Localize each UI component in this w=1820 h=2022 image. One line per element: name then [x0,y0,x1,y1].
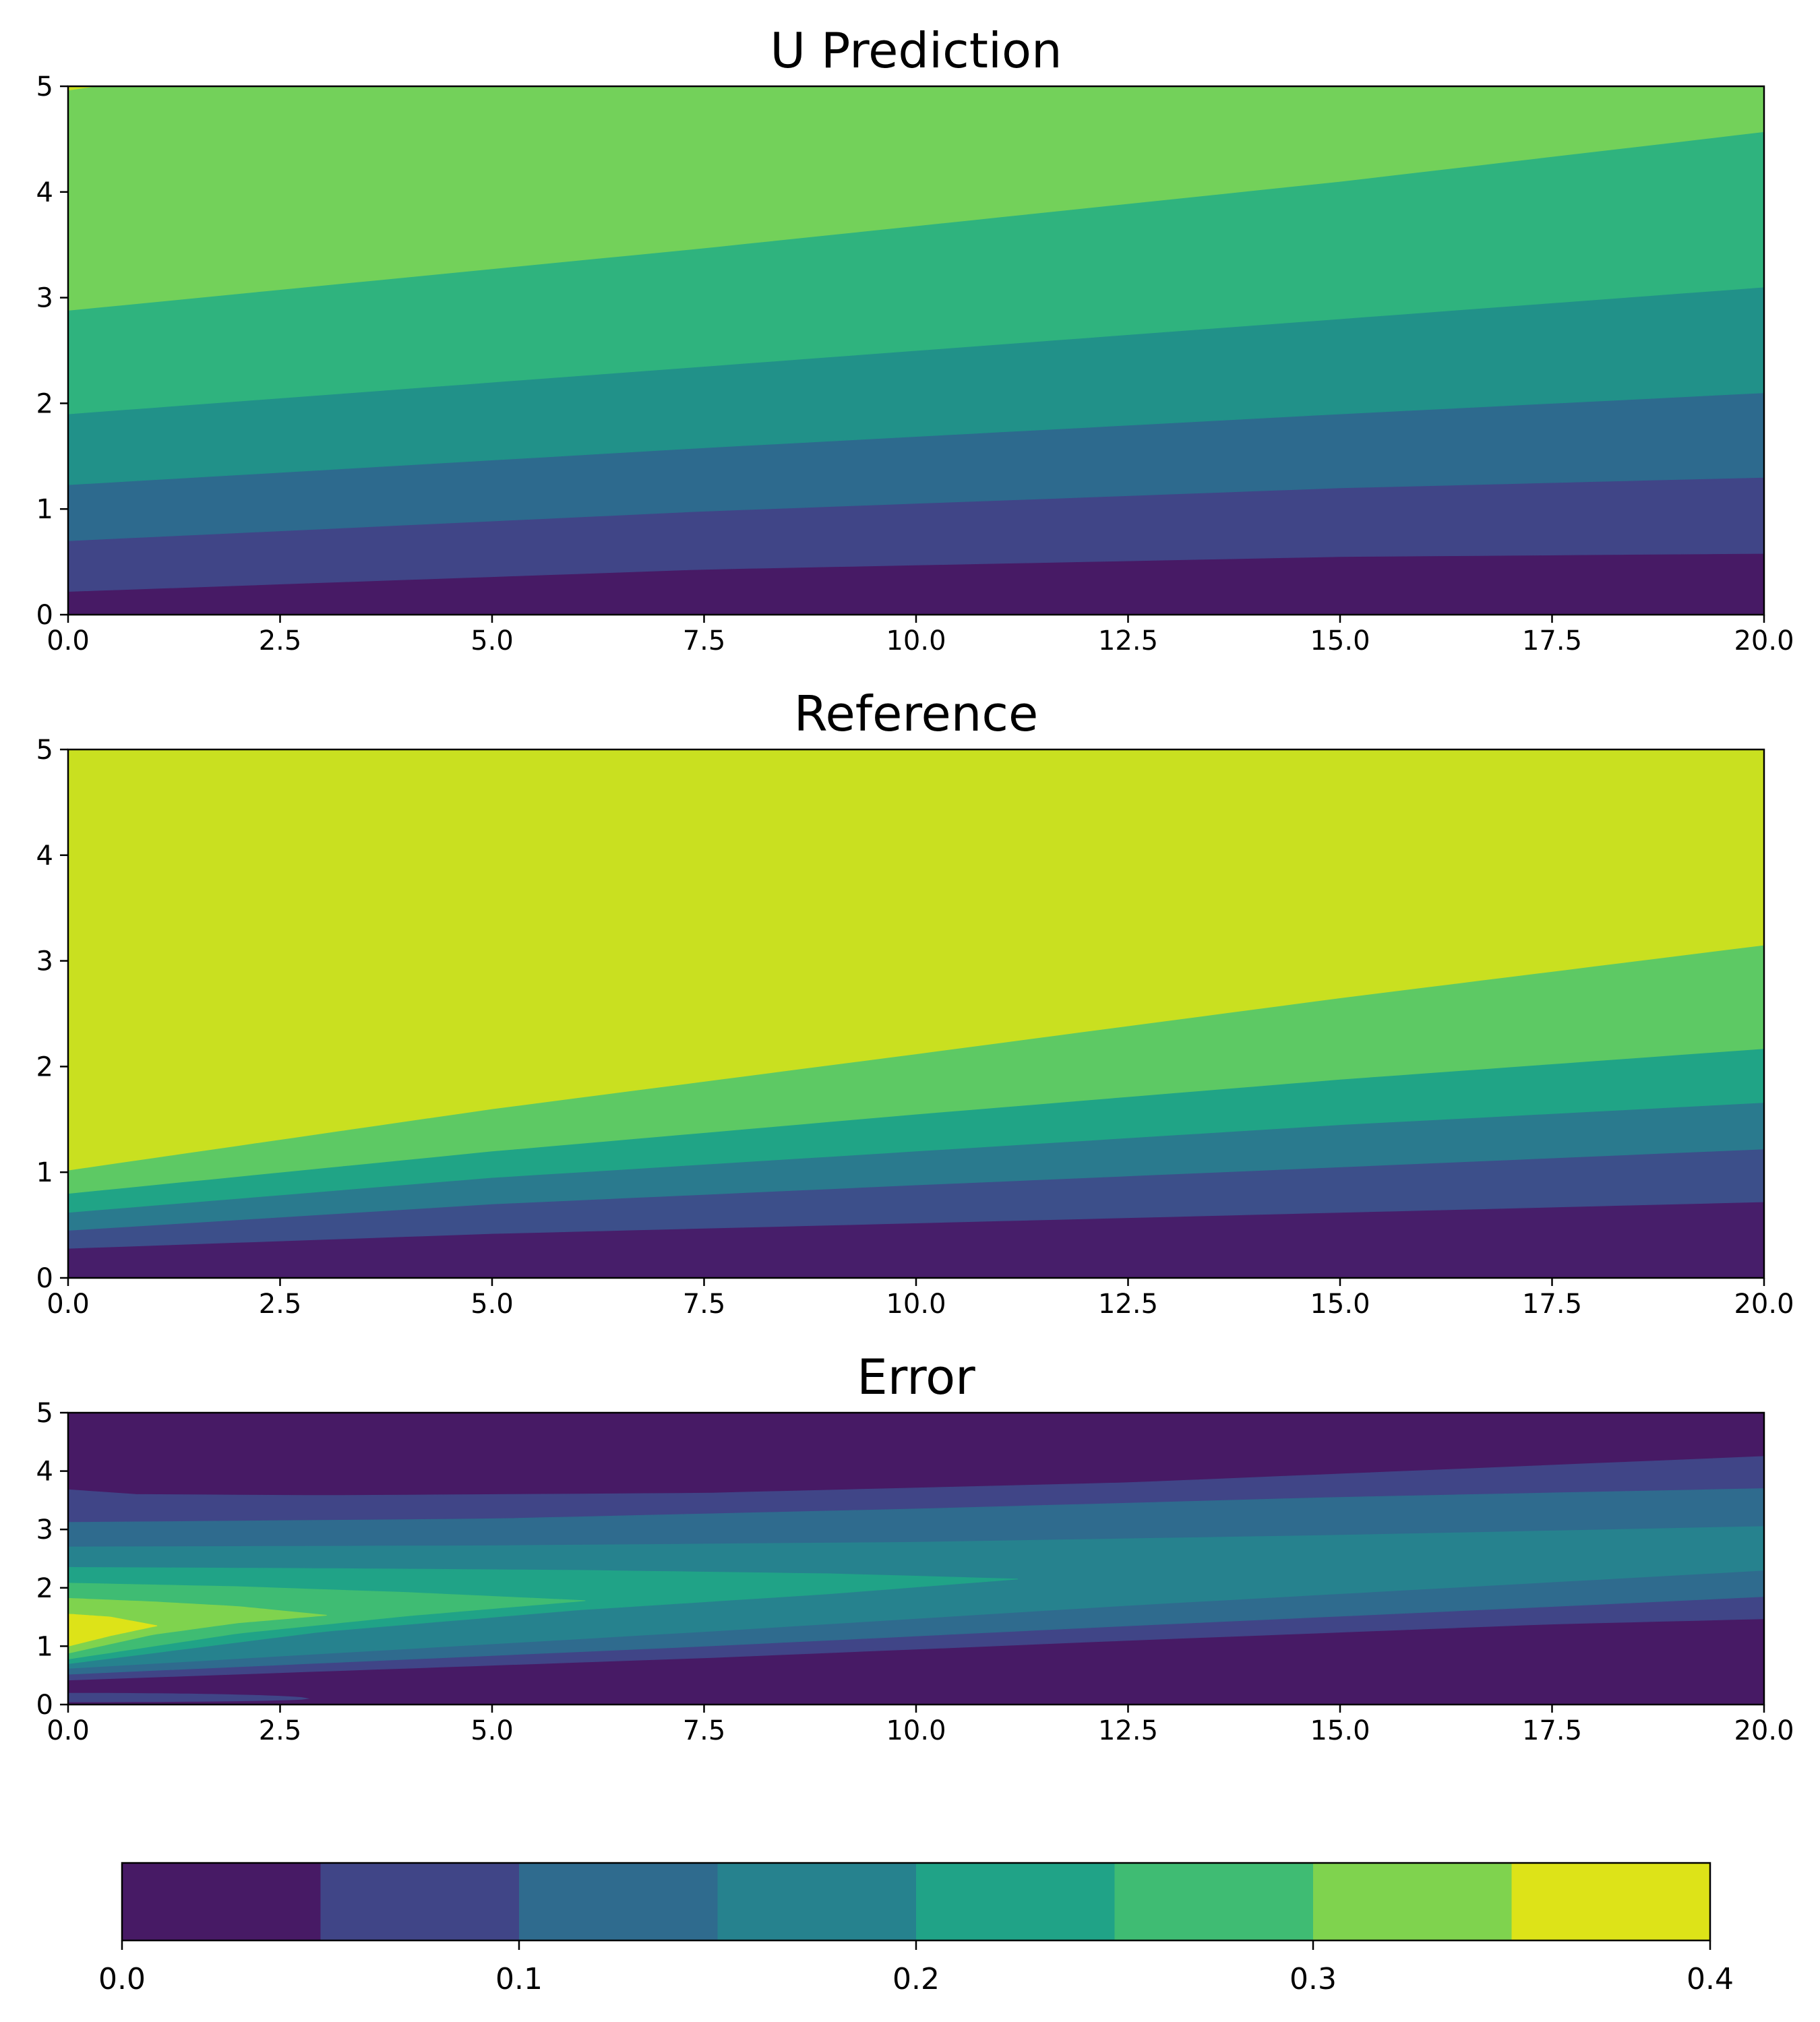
panel-error: Error 0.0 2.5 5.0 7.5 10.0 12.5 15.0 17.5 20.0 0 1 2… [36,1349,1794,1746]
y-tick-label: 0 [36,1690,53,1721]
y-tick-label: 5 [36,71,53,102]
colorbar-segment [717,1863,917,1940]
x-tick-label: 5.0 [471,1289,514,1320]
x-tick-label: 20.0 [1734,625,1794,656]
x-tick-label: 15.0 [1310,1715,1370,1746]
y-tick-label: 5 [36,1398,53,1429]
colorbar-tick-label: 0.0 [98,1962,146,1996]
x-tick-label: 2.5 [259,625,302,656]
x-tick-label: 20.0 [1734,1289,1794,1320]
x-tick-label: 10.0 [886,625,946,656]
y-tick-label: 4 [36,1457,53,1488]
colorbar-segment [916,1863,1115,1940]
x-tick-label: 12.5 [1098,625,1158,656]
y-tick-label: 4 [36,177,53,208]
x-tick-label: 0.0 [47,1289,90,1320]
colorbar-tick-label: 0.4 [1687,1962,1734,1996]
panel-reference: Reference 0.0 2.5 5.0 7.5 10.0 12.5 15.0 17.5 20.… [36,685,1794,1320]
x-tick-label: 7.5 [683,1289,726,1320]
colorbar-segment [1313,1863,1512,1940]
contour-fills [68,749,1764,1278]
y-tick-label: 0 [36,600,53,631]
x-tick-label: 0.0 [47,1715,90,1746]
x-tick-label: 12.5 [1098,1715,1158,1746]
contour-sliver [68,1692,310,1703]
contour-level-5 [68,86,1764,311]
y-tick-label: 3 [36,1514,53,1545]
colorbar-segment [122,1863,321,1940]
contour-level-5 [68,1583,586,1660]
y-tick-label: 0 [36,1263,53,1294]
y-tick-label: 2 [36,1573,53,1604]
x-tick-label: 10.0 [886,1289,946,1320]
x-tick-label: 17.5 [1522,625,1582,656]
x-tick-label: 5.0 [471,1715,514,1746]
y-tick-label: 1 [36,1631,53,1662]
panel-u-prediction: U Prediction 0.0 2.5 5.0 7.5 10.0 12.5 15.0 17.5… [36,22,1794,656]
x-tick-label: 7.5 [683,625,726,656]
x-tick-label: 10.0 [886,1715,946,1746]
contour-level-7 [68,1614,158,1647]
x-tick-label: 7.5 [683,1715,726,1746]
contour-level-6 [68,1597,327,1654]
colorbar-segment [320,1863,520,1940]
x-tick-label: 17.5 [1522,1289,1582,1320]
y-tick-label: 1 [36,494,53,525]
colorbar: 0.0 0.1 0.2 0.3 0.4 [98,1862,1734,1996]
y-tick-label: 1 [36,1157,53,1188]
colorbar-tick-label: 0.1 [495,1962,543,1996]
contour-fills [68,86,1764,615]
contour-level-5 [68,749,1764,1171]
x-tick-label: 5.0 [471,625,514,656]
y-tick-label: 3 [36,946,53,977]
y-tick-label: 4 [36,840,53,871]
contour-fills [68,1413,1764,1705]
y-tick-label: 2 [36,388,53,419]
panel-title: Reference [794,685,1039,742]
x-tick-label: 2.5 [259,1289,302,1320]
colorbar-segment [1114,1863,1314,1940]
contour-level-3 [68,1526,1764,1669]
y-tick-label: 3 [36,283,53,314]
panel-title: U Prediction [770,22,1062,79]
x-tick-label: 15.0 [1310,625,1370,656]
x-tick-label: 12.5 [1098,1289,1158,1320]
y-tick-label: 2 [36,1051,53,1082]
colorbar-segment [519,1863,718,1940]
x-tick-label: 0.0 [47,625,90,656]
colorbar-segment [1511,1863,1711,1940]
y-tick-label: 5 [36,735,53,766]
x-tick-label: 20.0 [1734,1715,1794,1746]
x-tick-label: 15.0 [1310,1289,1370,1320]
x-tick-label: 2.5 [259,1715,302,1746]
colorbar-tick-label: 0.3 [1290,1962,1337,1996]
x-tick-label: 17.5 [1522,1715,1582,1746]
panel-title: Error [857,1349,975,1405]
contour-level-corner [68,86,98,91]
colorbar-tick-label: 0.2 [892,1962,940,1996]
